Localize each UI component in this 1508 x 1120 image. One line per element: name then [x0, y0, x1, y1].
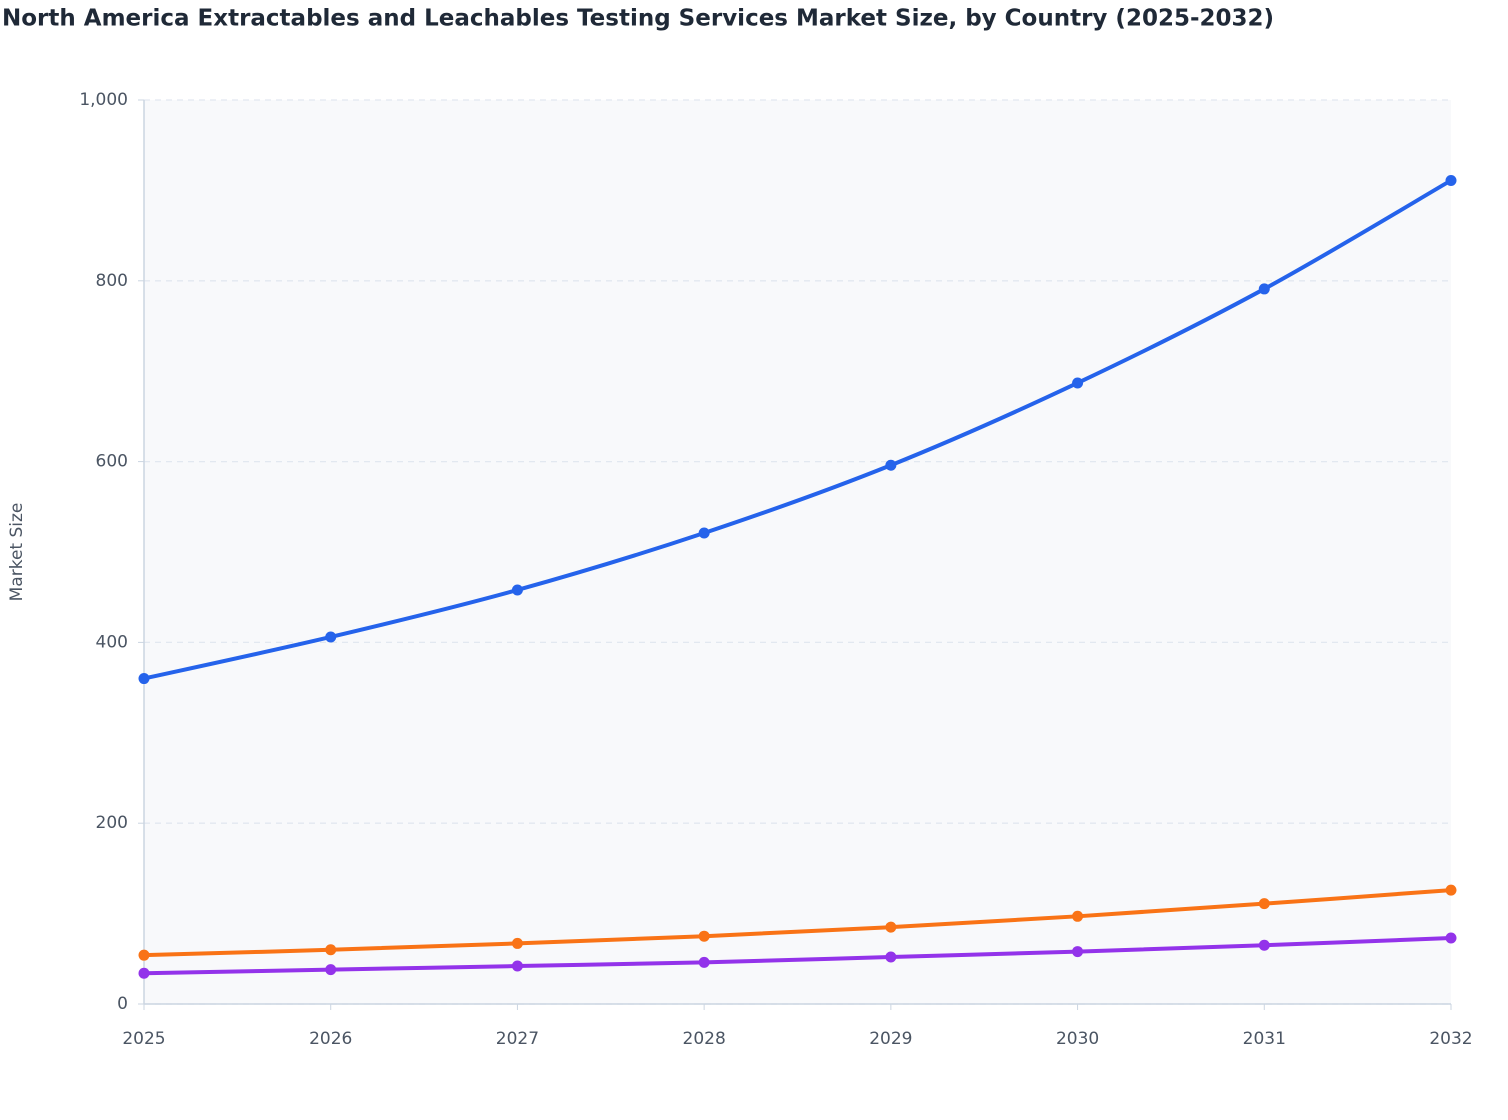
data-point	[885, 951, 897, 963]
x-tick-label: 2029	[869, 1029, 912, 1049]
data-point	[511, 960, 523, 972]
data-point	[1072, 910, 1084, 922]
data-point	[1258, 898, 1270, 910]
series-line	[143, 936, 1452, 976]
data-point	[698, 956, 710, 968]
chart-title: North America Extractables and Leachable…	[2, 6, 1274, 32]
series-line	[143, 178, 1453, 681]
y-axis-label: Market Size	[7, 503, 27, 602]
data-point	[1072, 377, 1084, 389]
data-point	[1445, 884, 1457, 896]
x-tick-label: 2025	[122, 1029, 165, 1049]
data-point	[1072, 946, 1084, 958]
x-tick-label: 2026	[309, 1029, 352, 1049]
data-point	[1445, 174, 1457, 186]
data-point	[325, 964, 337, 976]
data-point	[698, 527, 710, 539]
data-point	[138, 673, 150, 685]
y-tick-label: 800	[96, 271, 128, 291]
y-tick-label: 1,000	[79, 90, 128, 110]
x-tick-label: 2027	[496, 1029, 539, 1049]
data-point	[325, 944, 337, 956]
x-tick-label: 2030	[1056, 1029, 1099, 1049]
x-tick-label: 2028	[683, 1029, 726, 1049]
x-tick-label: 2032	[1429, 1029, 1472, 1049]
data-point	[885, 921, 897, 933]
x-tick-label: 2031	[1243, 1029, 1286, 1049]
data-point	[885, 459, 897, 471]
data-point	[1258, 939, 1270, 951]
y-tick-label: 400	[96, 632, 128, 652]
data-point	[138, 967, 150, 979]
data-point	[1445, 932, 1457, 944]
data-point	[138, 949, 150, 961]
plot-background	[144, 100, 1451, 1004]
data-point	[698, 930, 710, 942]
data-point	[1258, 283, 1270, 295]
y-tick-label: 200	[96, 813, 128, 833]
data-point	[511, 937, 523, 949]
y-tick-label: 600	[96, 452, 128, 472]
data-point	[511, 584, 523, 596]
data-point	[325, 631, 337, 643]
y-tick-label: 0	[117, 994, 128, 1014]
series-line	[143, 888, 1452, 958]
